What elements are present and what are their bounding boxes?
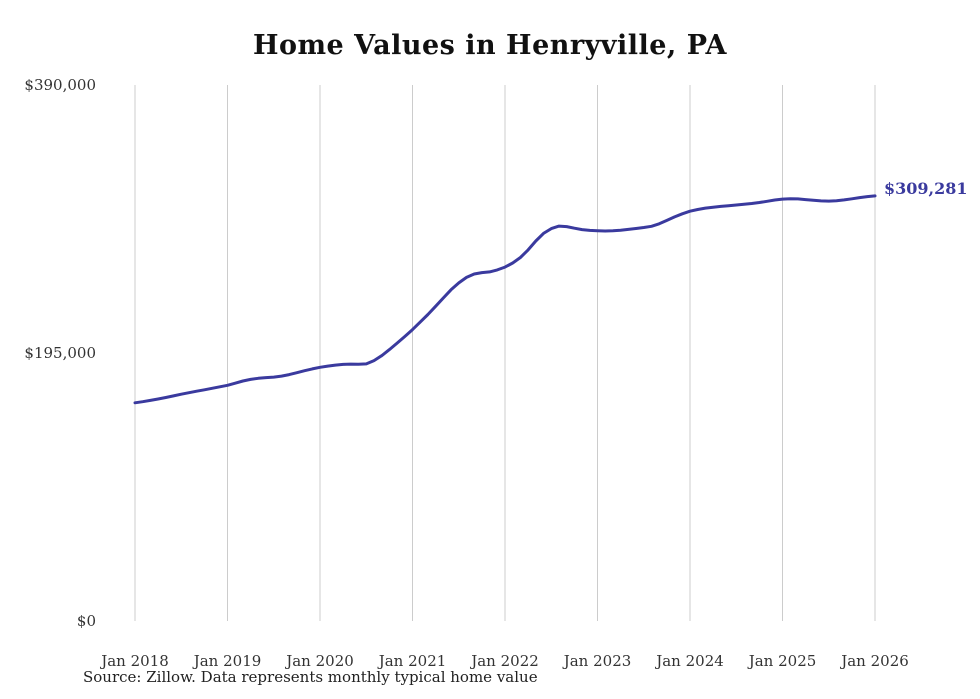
x-axis-tick-jan-2024: Jan 2024 [656,652,724,670]
x-axis-tick-jan-2025: Jan 2025 [748,652,817,670]
y-axis-tick-390000: $390,000 [24,76,96,94]
source-note: Source: Zillow. Data represents monthly … [83,668,538,686]
x-axis-tick-jan-2026: Jan 2026 [841,652,909,670]
x-axis-tick-jan-2023: Jan 2023 [563,652,632,670]
y-axis-tick-195000: $195,000 [24,344,96,362]
x-axis-tick-jan-2018: Jan 2018 [101,652,169,670]
x-axis-tick-jan-2020: Jan 2020 [286,652,354,670]
chart-title: Home Values in Henryville, PA [252,30,728,61]
x-axis-tick-jan-2019: Jan 2019 [193,652,262,670]
x-axis-tick-jan-2022: Jan 2022 [471,652,539,670]
x-axis-tick-jan-2021: Jan 2021 [378,652,447,670]
end-value-label: $309,281 [884,179,968,198]
y-axis-tick-0: $0 [76,612,96,630]
